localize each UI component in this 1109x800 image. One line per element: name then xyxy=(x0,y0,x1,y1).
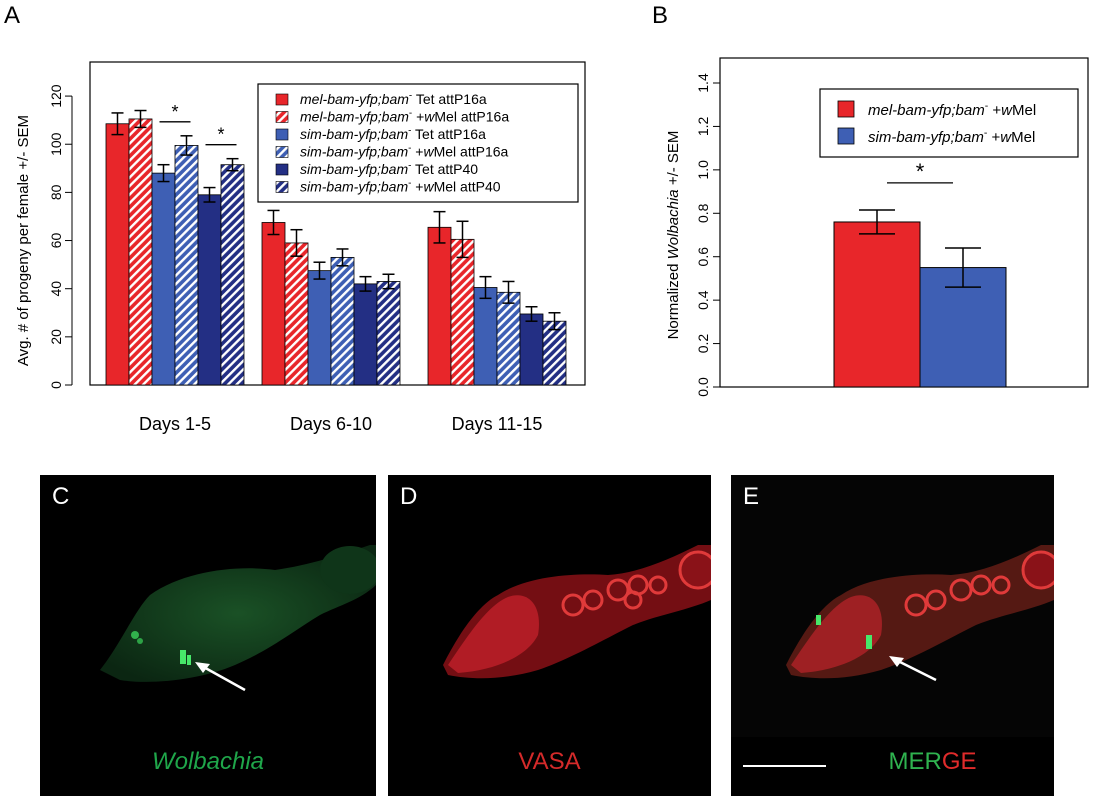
bar xyxy=(284,242,309,386)
x-category-label: Days 6-10 xyxy=(290,414,372,434)
bar xyxy=(128,118,153,386)
bar xyxy=(105,123,130,386)
y-tick-label: 1.2 xyxy=(695,116,711,136)
significance-star: * xyxy=(916,159,925,184)
legend-entry: sim-bam-yfp;bam- Tet attP16a xyxy=(300,125,486,142)
legend-swatch xyxy=(275,181,289,193)
bar xyxy=(542,320,567,386)
bar xyxy=(473,287,498,386)
legend-entry: mel-bam-yfp;bam- Tet attP16a xyxy=(300,90,487,107)
y-axis-label: Normalized Wolbachia +/- SEM xyxy=(665,131,682,340)
legend-box xyxy=(257,83,579,203)
y-tick-label: 60 xyxy=(48,233,64,249)
micrograph-d-vasa: D VASA xyxy=(388,475,711,796)
y-tick-label: 0.0 xyxy=(695,377,711,397)
panel-letter-e: E xyxy=(743,483,760,510)
bar xyxy=(353,283,378,386)
significance-star: * xyxy=(171,102,178,122)
panel-letter-d: D xyxy=(400,483,418,510)
bar xyxy=(151,172,176,386)
legend-entry: sim-bam-yfp;bam- +wMel attP16a xyxy=(300,143,509,160)
bar xyxy=(307,270,332,386)
y-tick-label: 80 xyxy=(48,184,64,200)
caption-vasa: VASA xyxy=(518,748,581,775)
germarium-green-image xyxy=(40,475,376,796)
bar xyxy=(261,222,286,386)
legend-box xyxy=(819,88,1079,158)
bar xyxy=(496,291,521,386)
y-tick-label: 0 xyxy=(48,381,64,389)
y-tick-label: 20 xyxy=(48,329,64,345)
significance-star: * xyxy=(217,125,224,145)
panel-letter-a: A xyxy=(4,2,21,29)
bar xyxy=(833,221,921,388)
caption-wolbachia: Wolbachia xyxy=(151,748,265,775)
y-tick-label: 0.2 xyxy=(695,334,711,354)
y-axis-label: Avg. # of progeny per female +/- SEM xyxy=(15,115,32,366)
chart-a-progeny: 0 20 40 60 80 100 120 Avg. # of progeny per fem… xyxy=(15,61,586,434)
legend-entry: sim-bam-yfp;bam- +wMel xyxy=(868,127,1035,146)
legend-entry: sim-bam-yfp;bam- +wMel attP40 xyxy=(300,178,501,195)
bar xyxy=(376,281,401,386)
y-tick-label: 0.4 xyxy=(695,290,711,310)
panel-letter-c: C xyxy=(52,483,70,510)
bar xyxy=(197,194,222,386)
bar xyxy=(220,164,245,386)
micrograph-c-wolbachia: C Wolbachia xyxy=(40,475,376,796)
legend-entry: mel-bam-yfp;bam- +wMel attP16a xyxy=(300,108,509,125)
x-category-label: Days 1-5 xyxy=(139,414,211,434)
x-category-label: Days 11-15 xyxy=(452,414,543,434)
bar xyxy=(427,226,452,386)
y-tick-label: 1.0 xyxy=(695,160,711,180)
chart-b-wolbachia: 0.0 0.2 0.4 0.6 0.8 1.0 1.2 1.4 Normalized Wolba… xyxy=(665,57,1089,397)
legend-swatch xyxy=(275,93,289,106)
legend-swatch xyxy=(275,163,289,176)
legend-swatch xyxy=(837,100,855,118)
y-tick-label: 100 xyxy=(48,132,64,156)
bar xyxy=(174,145,199,386)
legend-entry: sim-bam-yfp;bam- Tet attP40 xyxy=(300,160,478,177)
y-tick-label: 1.4 xyxy=(695,73,711,93)
y-tick-label: 0.6 xyxy=(695,247,711,267)
germarium-red-image xyxy=(388,475,711,796)
legend-entry: mel-bam-yfp;bam- +wMel xyxy=(868,100,1036,119)
legend-swatch xyxy=(275,128,289,141)
legend-swatch xyxy=(837,127,855,145)
legend-swatch xyxy=(275,111,289,123)
caption-merge-red: GE xyxy=(941,748,977,775)
germarium-merge-image xyxy=(731,475,1054,796)
y-tick-label: 40 xyxy=(48,281,64,297)
panel-letter-b: B xyxy=(652,2,669,29)
y-tick-label: 0.8 xyxy=(695,203,711,223)
caption-merge-green: MER xyxy=(888,748,942,775)
micrograph-e-merge: E MERGE xyxy=(731,475,1054,796)
bar xyxy=(450,238,475,386)
bar xyxy=(519,313,544,386)
legend-swatch xyxy=(275,146,289,158)
bar xyxy=(330,256,355,386)
y-tick-label: 120 xyxy=(48,84,64,108)
caption-merge: MERGE xyxy=(771,748,1054,776)
